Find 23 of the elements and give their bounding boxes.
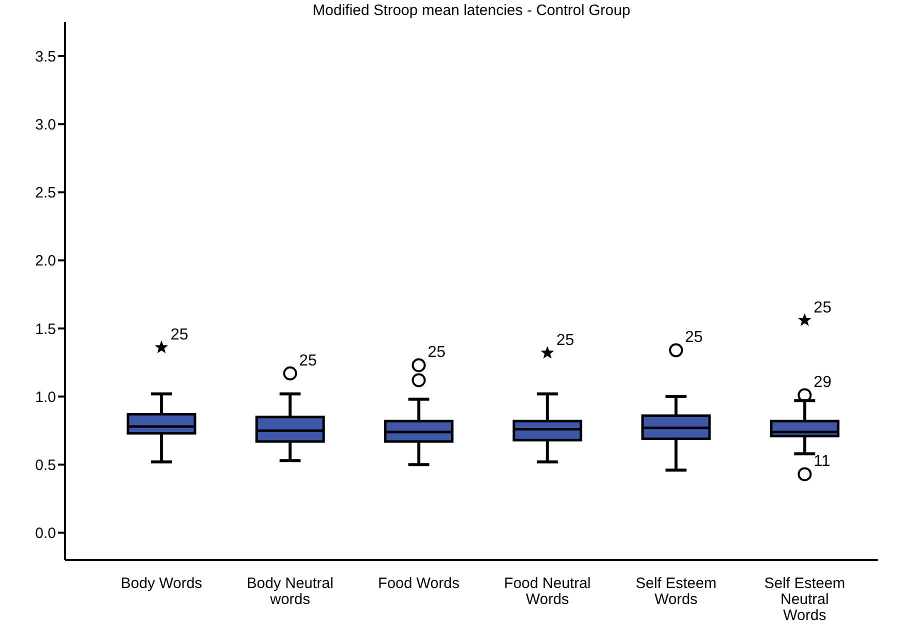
x-tick-label: Self Esteem Words	[636, 575, 716, 608]
annotation: 25	[685, 329, 703, 346]
x-tick-label: Self Esteem Neutral Words	[764, 575, 846, 624]
x-tick-label: Food Words	[378, 575, 460, 592]
annotation: 25	[299, 352, 318, 370]
y-tick-label: 3.0	[35, 116, 56, 134]
y-tick-label: 2.5	[35, 184, 56, 202]
x-tick-label: Body Words	[120, 575, 202, 592]
annotation: 25	[556, 332, 574, 349]
annotation: 29	[814, 374, 832, 392]
y-tick-label: 1.5	[35, 320, 56, 338]
y-tick-label: 2.0	[35, 252, 56, 270]
chart-title: Modified Stroop mean latencies - Control Group	[312, 2, 632, 19]
y-tick-label: 0.0	[35, 525, 56, 542]
x-tick-label: Food Neutral Words	[504, 575, 591, 608]
y-tick-label: 0.5	[35, 456, 56, 474]
y-tick-label: 3.5	[35, 48, 56, 66]
annotation: 25	[428, 344, 446, 362]
annotation: 25	[814, 299, 832, 316]
annotation: 25	[170, 326, 188, 344]
y-tick-label: 1.0	[35, 388, 56, 406]
x-tick-label: Body Neutral words	[246, 575, 334, 608]
annotation: 11	[814, 453, 830, 470]
